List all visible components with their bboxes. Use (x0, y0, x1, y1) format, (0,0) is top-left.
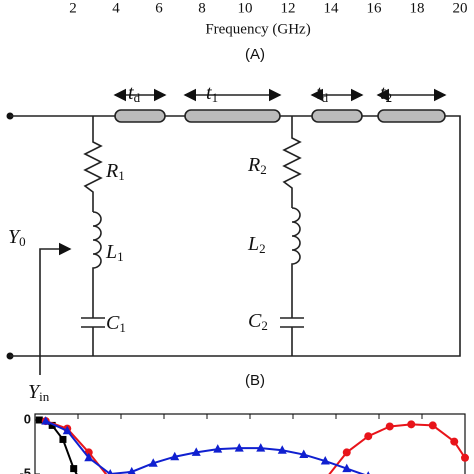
marker (450, 437, 459, 446)
subscript: 1 (117, 249, 124, 264)
x-tick-label: 6 (155, 0, 163, 16)
resistor (83, 116, 103, 212)
marker (107, 469, 113, 474)
series-line (45, 420, 366, 474)
x-tick-label: 18 (410, 0, 425, 16)
marker (407, 420, 416, 429)
marker (320, 456, 330, 465)
subscript: 2 (261, 318, 268, 333)
subscript: in (39, 389, 50, 404)
symbol: R (105, 160, 118, 182)
marker (41, 416, 51, 425)
symbol: C (248, 310, 262, 332)
subscript: d (322, 90, 329, 105)
panel-label: (A) (245, 46, 265, 63)
x-tick-label: 14 (324, 0, 340, 16)
line-length-label: td (128, 82, 141, 105)
subscript: 1 (119, 320, 126, 335)
marker (299, 449, 309, 459)
x-tick-label: 8 (198, 0, 206, 16)
resistor (282, 116, 302, 208)
line-length-label: t1 (206, 82, 218, 105)
inductor-label: L2 (247, 233, 266, 256)
symbol: t (206, 82, 212, 104)
inductor (291, 207, 301, 318)
inductor-label: L1 (105, 241, 124, 264)
x-tick-label: 16 (367, 0, 383, 16)
symbol: Y (28, 381, 41, 403)
marker (428, 421, 437, 430)
capacitor-label: C2 (248, 310, 268, 333)
y-tick-label: 0 (24, 411, 31, 426)
marker (461, 453, 469, 462)
capacitor (81, 317, 105, 356)
marker (385, 422, 394, 431)
symbol: C (106, 312, 120, 334)
marker (234, 443, 244, 452)
marker (366, 471, 370, 474)
circuit (6, 88, 461, 375)
capacitor-label: C1 (106, 312, 126, 335)
y-tick-label: -5 (19, 465, 31, 474)
admittance-label: Yin (28, 381, 50, 404)
resistor-label: R1 (105, 160, 125, 183)
marker (364, 432, 373, 441)
subscript: 2 (259, 241, 266, 256)
marker (70, 465, 78, 473)
panel-label: (B) (245, 372, 265, 389)
x-tick-label: 20 (453, 0, 468, 16)
symbol: L (105, 241, 117, 263)
inductor (92, 211, 102, 318)
marker (84, 452, 94, 462)
marker (59, 435, 67, 443)
subscript: 1 (118, 168, 125, 183)
symbol: R (247, 154, 260, 176)
transmission-line (184, 109, 281, 123)
subscript: 2 (386, 90, 393, 105)
resistor-label: R2 (247, 154, 267, 177)
symbol: t (380, 82, 386, 104)
transmission-line (377, 109, 446, 123)
x-tick-label: 12 (281, 0, 296, 16)
subscript: d (134, 90, 141, 105)
marker (256, 443, 266, 452)
x-tick-label: 4 (112, 0, 120, 16)
x-axis-label: Frequency (GHz) (205, 21, 310, 37)
x-tick-label: 10 (238, 0, 253, 16)
marker (62, 425, 72, 435)
line-length-label: td (316, 82, 329, 105)
symbol: L (247, 233, 259, 255)
subscript: 0 (19, 234, 26, 249)
x-tick-label: 2 (69, 0, 77, 16)
line-length-label: t2 (380, 82, 392, 105)
capacitor (280, 317, 304, 356)
symbol: t (128, 82, 134, 104)
marker (148, 458, 158, 467)
subscript: 2 (260, 162, 267, 177)
symbol: t (316, 82, 322, 104)
marker (191, 447, 201, 456)
port-arrow (39, 242, 72, 375)
marker (170, 451, 180, 461)
marker (48, 421, 56, 429)
symbol: Y (8, 226, 21, 248)
marker (277, 445, 287, 454)
marker (213, 444, 223, 453)
marker (342, 448, 351, 457)
marker (35, 416, 43, 424)
marker (342, 463, 352, 473)
wire (10, 115, 461, 357)
subscript: 1 (212, 90, 219, 105)
admittance-label: Y0 (8, 226, 26, 249)
transmission-line (311, 109, 363, 123)
transmission-line (114, 109, 166, 123)
marker (127, 466, 136, 474)
